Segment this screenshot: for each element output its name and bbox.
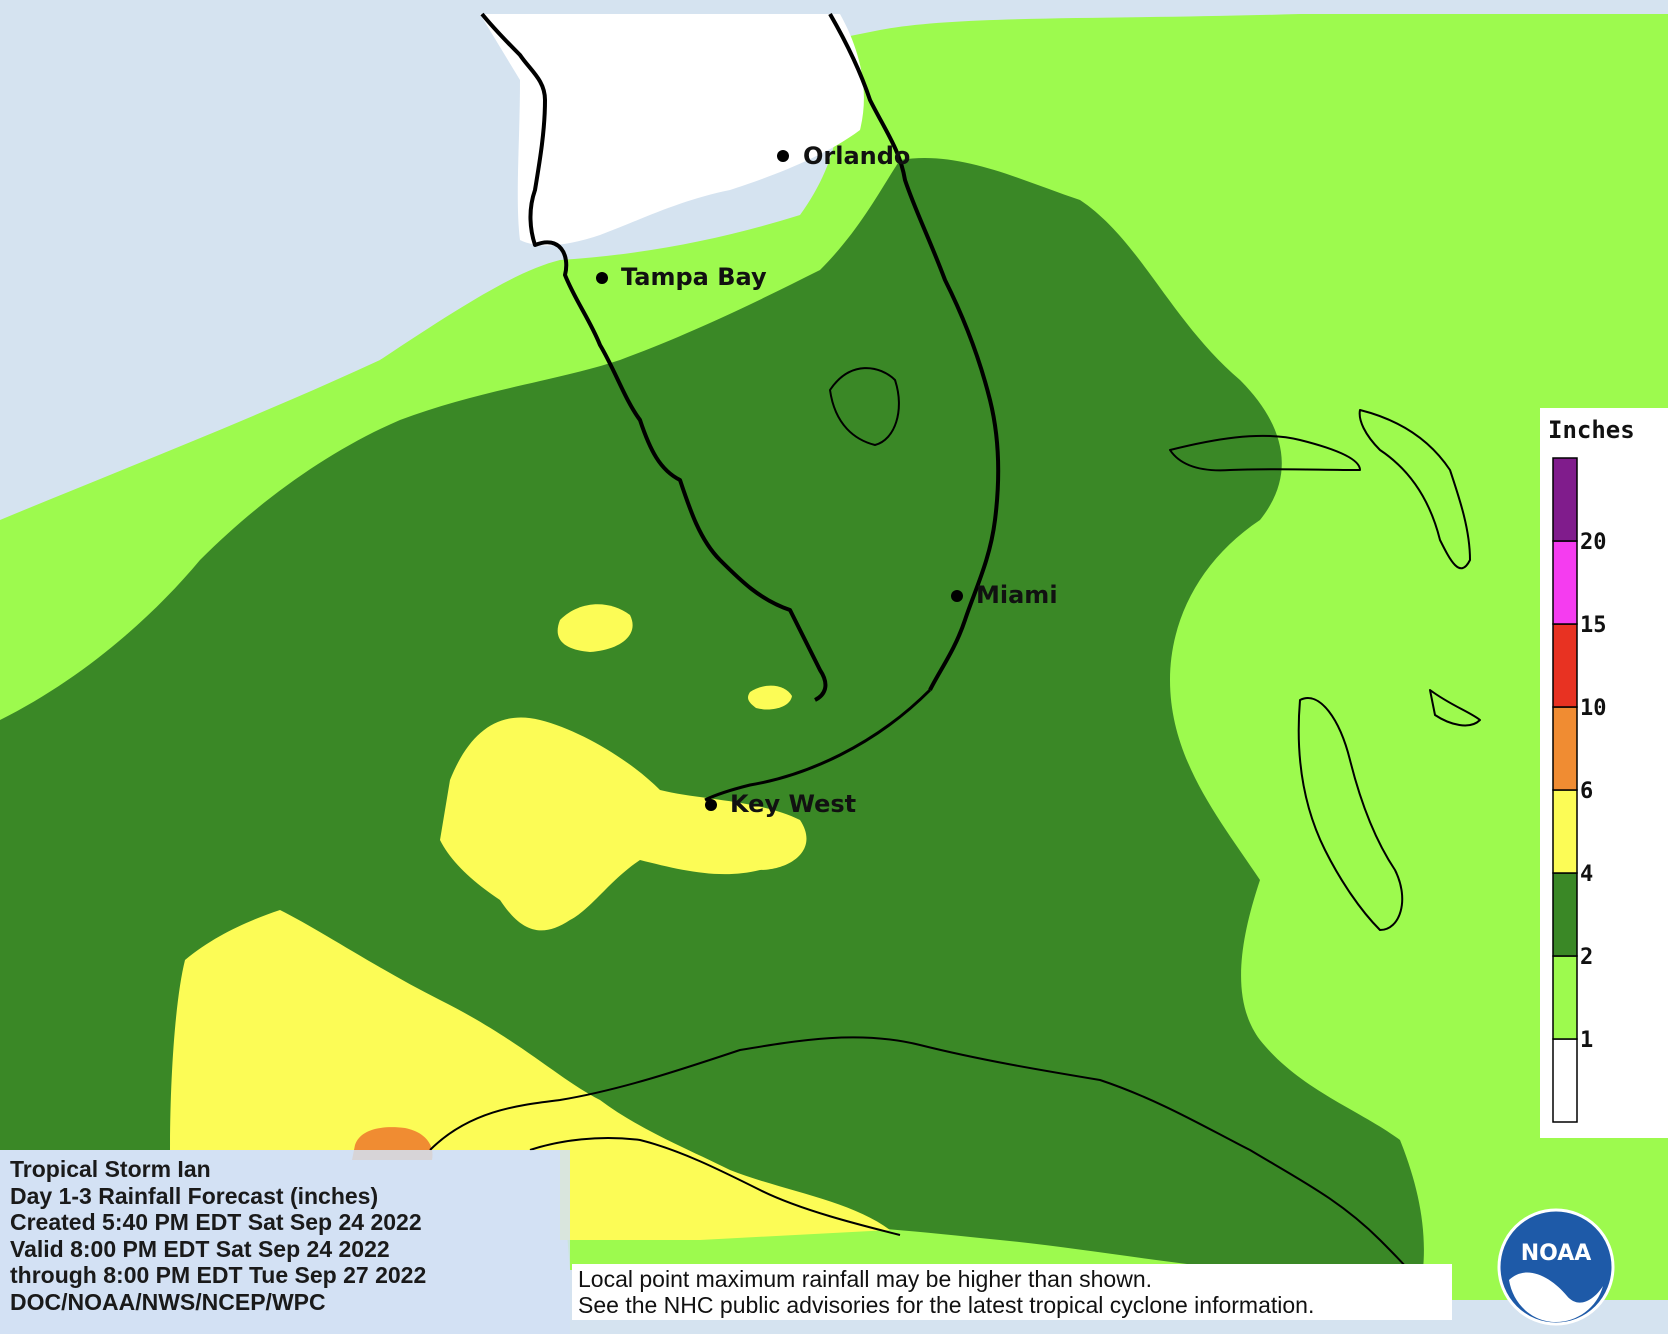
land-no-rain	[480, 14, 864, 246]
rain-band-4-6-patch	[557, 604, 633, 652]
disclaimer-line-1: Local point maximum rainfall may be high…	[578, 1266, 1153, 1292]
info-created: Created 5:40 PM EDT Sat Sep 24 2022	[10, 1209, 422, 1235]
city-label-tampa-bay: Tampa Bay	[621, 263, 767, 291]
rain-band-4-6-keys	[440, 717, 807, 931]
city-label-miami: Miami	[976, 581, 1058, 609]
legend-swatch-5	[1552, 623, 1578, 708]
rain-band-4-6-south	[170, 910, 890, 1240]
forecast-info-box: Tropical Storm Ian Day 1-3 Rainfall Fore…	[0, 1150, 570, 1334]
city-label-orlando: Orlando	[803, 142, 910, 170]
disclaimer-line-2: See the NHC public advisories for the la…	[578, 1292, 1315, 1318]
legend-tick-2: 2	[1580, 945, 1593, 970]
info-valid: Valid 8:00 PM EDT Sat Sep 24 2022	[10, 1235, 390, 1262]
legend-title: Inches	[1548, 416, 1635, 444]
city-dot-miami	[951, 590, 963, 602]
legend-tick-6: 6	[1580, 779, 1593, 804]
bahamas-andros	[1297, 697, 1404, 931]
noaa-logo-text: NOAA	[1521, 1241, 1592, 1266]
city-dot-tampa-bay	[596, 272, 608, 284]
city-dot-orlando	[777, 150, 789, 162]
cuba-coast	[429, 1036, 1431, 1301]
legend-swatch-4	[1552, 706, 1578, 791]
city-dot-key-west	[705, 799, 717, 811]
info-source: DOC/NOAA/NWS/NCEP/WPC	[10, 1288, 326, 1315]
rain-band-4-6-patch-2	[748, 685, 792, 710]
florida-east-coast	[828, 13, 1001, 691]
legend-tick-1: 1	[1580, 1028, 1593, 1053]
city-label-key-west: Key West	[730, 790, 856, 818]
legend-bins: 1 2 4 6 10 15 20	[1552, 457, 1607, 1123]
info-storm-name: Tropical Storm Ian	[10, 1156, 211, 1182]
legend-tick-20: 20	[1580, 530, 1607, 555]
cuba-inner-coast	[529, 1137, 901, 1236]
bahamas-abaco	[1358, 409, 1471, 570]
legend-swatch-7	[1552, 457, 1578, 542]
info-product: Day 1-3 Rainfall Forecast (inches)	[10, 1182, 379, 1209]
legend-tick-4: 4	[1580, 862, 1593, 887]
disclaimer-box: Local point maximum rainfall may be high…	[572, 1264, 1452, 1320]
info-through: through 8:00 PM EDT Tue Sep 27 2022	[10, 1262, 427, 1288]
legend-swatch-1	[1552, 955, 1578, 1040]
legend-tick-15: 15	[1580, 613, 1607, 638]
legend-tick-10: 10	[1580, 696, 1607, 721]
legend-swatch-6	[1552, 540, 1578, 625]
city-markers: Orlando Tampa Bay Miami Key West	[596, 142, 1058, 818]
bahamas-grand-bahama	[1169, 434, 1361, 472]
legend-swatch-3	[1552, 789, 1578, 874]
bahamas-eleuthera	[1429, 689, 1481, 727]
lake-okeechobee	[829, 367, 900, 446]
legend: Inches 1 2 4 6 10 15 20	[1540, 408, 1668, 1138]
noaa-logo-bird	[1509, 1272, 1603, 1322]
legend-swatch-0	[1552, 1038, 1578, 1123]
florida-west-coast	[480, 12, 828, 702]
florida-keys	[704, 688, 932, 802]
legend-swatch-2	[1552, 872, 1578, 957]
noaa-logo: NOAA	[1497, 1208, 1615, 1326]
coastlines	[429, 12, 1481, 1301]
